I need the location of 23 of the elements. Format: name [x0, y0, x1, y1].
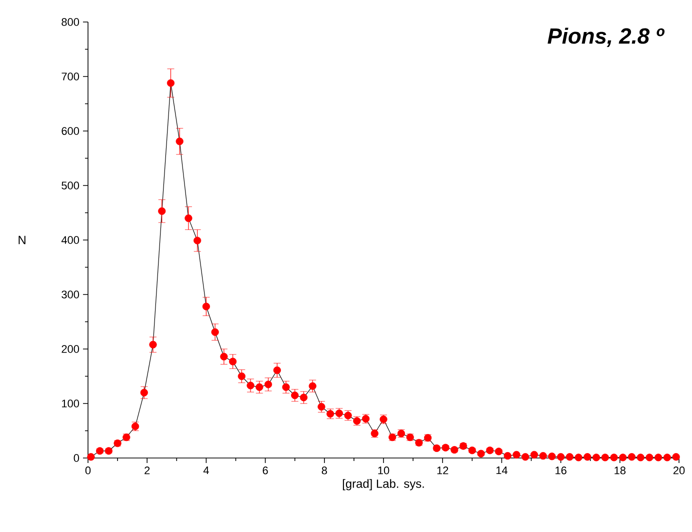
y-axis-title: N — [18, 236, 26, 244]
x-tick-label: 6 — [262, 466, 268, 474]
x-tick-label: 16 — [556, 466, 566, 474]
x-tick-label: 14 — [496, 466, 508, 474]
x-tick-label: 12 — [437, 466, 448, 474]
x-axis-title: [grad] Lab. sys. — [342, 479, 424, 490]
y-tick-label: 600 — [62, 127, 80, 135]
y-tick-label: 500 — [62, 182, 80, 190]
x-tick-label: 10 — [378, 466, 390, 474]
x-tick-label: 20 — [673, 466, 685, 474]
x-tick-label: 18 — [614, 466, 626, 474]
x-tick-label: 4 — [203, 466, 209, 474]
x-tick-label: 2 — [144, 466, 150, 474]
y-tick-label: 300 — [62, 290, 80, 298]
x-tick-label: 8 — [322, 466, 327, 474]
y-tick-label: 700 — [62, 72, 80, 80]
x-tick-label: 0 — [85, 466, 91, 474]
y-tick-label: 400 — [61, 236, 80, 244]
chart-title: Pions, 2.8 º — [548, 28, 665, 47]
y-tick-label: 800 — [62, 18, 80, 26]
y-tick-label: 200 — [62, 345, 80, 353]
y-tick-label: 100 — [62, 400, 80, 408]
y-tick-label: 0 — [74, 454, 80, 462]
